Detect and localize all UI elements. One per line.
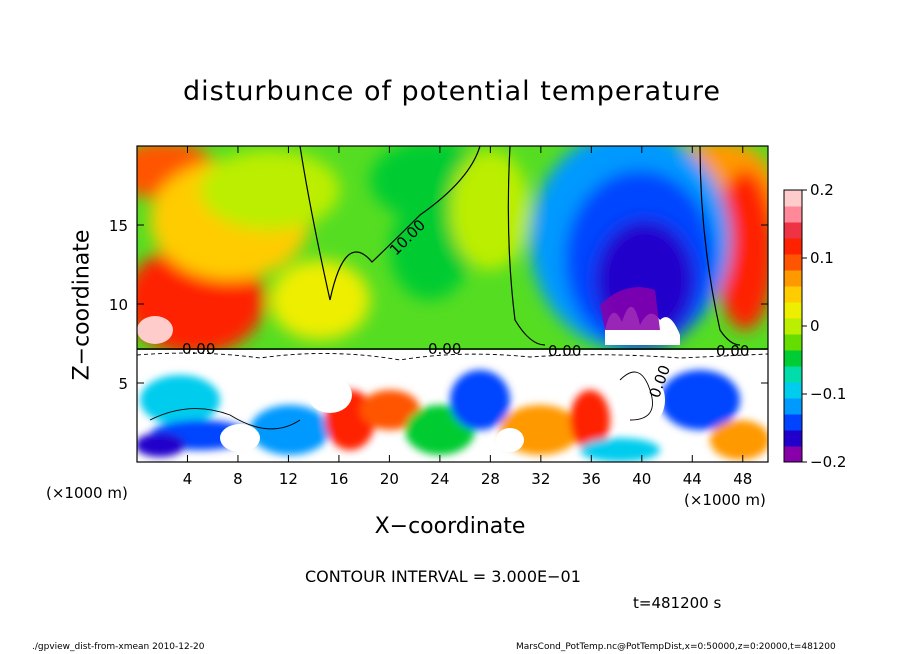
colorbar-swatch [784,430,802,447]
x-tick-label: 28 [481,470,500,488]
contour-label: 0.00 [428,340,461,358]
colorbar-swatch [784,222,802,239]
colorbar-tick-label: 0 [810,317,820,335]
y-axis: 5 10 15 [109,217,768,393]
colorbar-swatch [784,238,802,255]
footer-left: ./gpview_dist-from-xmean 2010-12-20 [32,642,205,652]
y-axis-label: Z−coordinate [69,229,95,381]
footer-right: MarsCond_PotTemp.nc@PotTempDist,x=0:5000… [516,642,836,652]
colorbar-swatch [784,190,802,207]
x-tick-label: 36 [582,470,601,488]
x-axis-label: X−coordinate [374,514,526,539]
colorbar-swatch [784,414,802,431]
x-tick-label: 48 [733,470,752,488]
x-axis: 4 8 12 16 20 24 28 32 36 40 44 48 [183,146,752,488]
colorbar-swatch [784,302,802,319]
y-tick-label: 10 [109,296,128,314]
colorbar-tick-label: 0.2 [810,181,834,199]
colorbar-swatch [784,350,802,367]
colorbar-swatch [784,334,802,351]
heatmap-field [137,146,768,462]
x-tick-label: 40 [632,470,651,488]
x-unit-right: (×1000 m) [684,491,766,509]
x-tick-label: 44 [683,470,702,488]
time-label: t=481200 s [633,594,722,612]
x-tick-label: 20 [380,470,399,488]
colorbar-tick-label: −0.1 [810,385,846,403]
colorbar-tick-label: −0.2 [810,453,846,471]
x-unit-left: (×1000 m) [46,484,128,502]
colorbar: 0.2 0.1 0 −0.1 −0.2 [783,181,846,471]
y-tick-label: 15 [109,217,128,235]
colorbar-swatch [784,286,802,303]
colorbar-swatch [784,206,802,223]
x-tick-label: 16 [329,470,348,488]
colorbar-swatch [784,318,802,335]
colorbar-swatch [784,446,802,463]
x-tick-label: 12 [279,470,298,488]
contour-label: 0.00 [548,342,581,360]
x-tick-label: 32 [531,470,550,488]
contour-label: 0.00 [182,340,215,358]
x-tick-label: 4 [183,470,193,488]
contour-interval-note: CONTOUR INTERVAL = 3.000E−01 [305,567,581,586]
colorbar-swatch [784,398,802,415]
x-tick-label: 8 [233,470,243,488]
contour-label: 0.00 [716,342,749,360]
colorbar-swatch [784,270,802,287]
chart-title: disturbunce of potential temperature [183,76,721,107]
colorbar-swatch [784,366,802,383]
colorbar-swatch [784,382,802,399]
x-tick-label: 24 [430,470,449,488]
colorbar-swatch [784,254,802,271]
colorbar-tick-label: 0.1 [810,249,834,267]
y-tick-label: 5 [118,375,128,393]
